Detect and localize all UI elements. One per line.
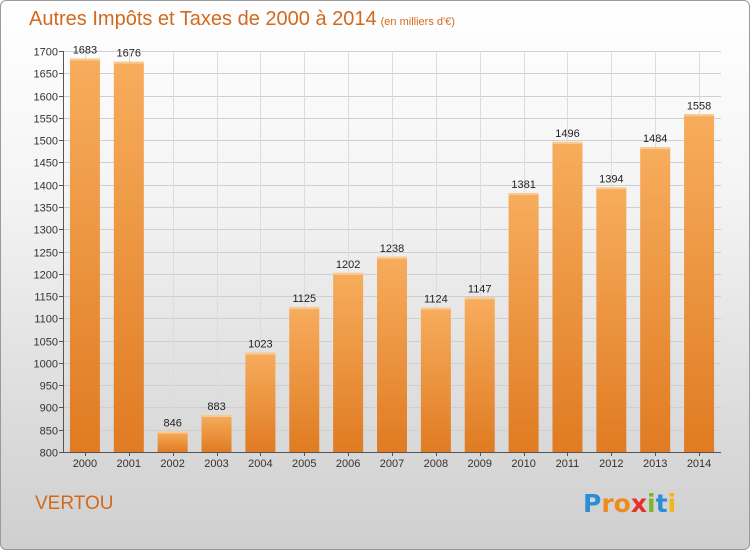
x-tick-label-2003: 2003 — [204, 458, 228, 470]
bar-highlight — [245, 352, 276, 355]
logo-letter: i — [647, 489, 656, 518]
bar-2008 — [420, 307, 451, 452]
logo-letter: P — [583, 489, 602, 518]
value-label-2010: 1381 — [511, 179, 535, 191]
bar-highlight — [289, 307, 320, 310]
x-tick-label-2014: 2014 — [687, 458, 711, 470]
value-label-2006: 1202 — [336, 259, 360, 271]
value-label-2009: 1147 — [468, 283, 492, 295]
value-label-2007: 1238 — [380, 243, 404, 255]
logo-letter: r — [601, 489, 614, 518]
x-tick-label-2013: 2013 — [643, 458, 667, 470]
x-tick-label-2009: 2009 — [467, 458, 491, 470]
y-tick-label: 1550 — [34, 114, 58, 126]
x-tick-label-2008: 2008 — [424, 458, 448, 470]
value-label-2014: 1558 — [687, 100, 711, 112]
bar-2011 — [552, 141, 583, 453]
value-label-2013: 1484 — [643, 133, 667, 145]
axes — [59, 51, 721, 456]
value-label-2003: 883 — [207, 401, 225, 413]
bar-highlight — [508, 193, 539, 196]
value-label-2011: 1496 — [555, 128, 579, 140]
x-tick-label-2006: 2006 — [336, 458, 360, 470]
chart-title: Autres Impôts et Taxes de 2000 à 2014 (en… — [29, 8, 455, 31]
y-tick-label: 1350 — [34, 203, 58, 215]
bar-highlight — [157, 431, 188, 434]
x-tick-label-2007: 2007 — [380, 458, 404, 470]
bar-2007 — [377, 256, 407, 452]
y-tick-label: 1100 — [34, 314, 58, 326]
y-tick-label: 950 — [40, 381, 58, 393]
logo-letter: i — [667, 489, 677, 518]
bar-highlight — [201, 415, 232, 418]
proxiti-logo[interactable]: Proxiti — [583, 489, 676, 518]
bar-highlight — [69, 58, 100, 61]
x-tick-label-2000: 2000 — [73, 458, 97, 470]
y-tick-label: 1050 — [34, 337, 58, 349]
bar-highlight — [552, 141, 583, 144]
value-label-2002: 846 — [163, 418, 181, 430]
bar-highlight — [684, 114, 715, 117]
value-label-2012: 1394 — [599, 173, 623, 185]
bar-2013 — [640, 147, 671, 453]
bar-2004 — [245, 352, 276, 452]
y-tick-label: 1250 — [34, 248, 58, 260]
bar-2002 — [157, 431, 188, 452]
y-tick-label: 800 — [40, 448, 58, 460]
x-tick-label-2010: 2010 — [511, 458, 535, 470]
bar-2010 — [508, 193, 539, 453]
bar-highlight — [113, 61, 144, 64]
bar-highlight — [640, 147, 671, 150]
y-tick-label: 1200 — [34, 270, 58, 282]
x-tick-label-2005: 2005 — [292, 458, 316, 470]
bar-highlight — [377, 256, 407, 259]
bar-2001 — [113, 61, 144, 453]
bar-2003 — [201, 415, 232, 452]
y-tick-label: 1300 — [34, 225, 58, 237]
chart-subtitle: (en milliers d'€) — [380, 16, 455, 28]
y-tick-label: 1150 — [34, 292, 58, 304]
y-tick-label: 850 — [40, 426, 58, 438]
y-tick-label: 1650 — [34, 69, 58, 81]
bar-2009 — [464, 297, 495, 452]
bar-2012 — [596, 187, 627, 452]
y-tick-label: 1600 — [34, 92, 58, 104]
logo-letter: o — [613, 489, 631, 518]
bar-2014 — [684, 114, 715, 452]
x-tick-label-2001: 2001 — [117, 458, 141, 470]
x-tick-label-2011: 2011 — [556, 458, 580, 470]
y-tick-label: 1400 — [34, 181, 58, 193]
bar-highlight — [333, 272, 364, 275]
commune-name: VERTOU — [35, 493, 114, 514]
y-tick-label: 1700 — [34, 47, 58, 59]
value-label-2008: 1124 — [424, 294, 448, 306]
x-tick-label-2002: 2002 — [160, 458, 184, 470]
bar-2006 — [333, 272, 364, 452]
bar-highlight — [464, 297, 495, 300]
labels: 800 850 900 950 1000 1050 1100 1150 1200 1250 1300… — [34, 45, 712, 470]
logo-letter: x — [630, 489, 647, 518]
value-label-2001: 1676 — [117, 48, 141, 60]
y-tick-label: 1450 — [34, 158, 58, 170]
bar-highlight — [596, 187, 627, 190]
x-tick-label-2004: 2004 — [248, 458, 272, 470]
value-label-2005: 1125 — [292, 293, 316, 305]
bar-highlight — [420, 307, 451, 310]
y-tick-label: 900 — [40, 403, 58, 415]
bar-2000 — [69, 58, 100, 453]
logo-letter: t — [655, 489, 668, 518]
bars — [69, 58, 715, 453]
x-tick-label-2012: 2012 — [599, 458, 623, 470]
chart-title-text: Autres Impôts et Taxes de 2000 à 2014 — [29, 8, 377, 30]
value-label-2000: 1683 — [73, 45, 97, 57]
y-tick-label: 1500 — [34, 136, 58, 148]
value-label-2004: 1023 — [248, 339, 272, 351]
bar-2005 — [289, 307, 320, 452]
y-tick-label: 1000 — [34, 359, 58, 371]
